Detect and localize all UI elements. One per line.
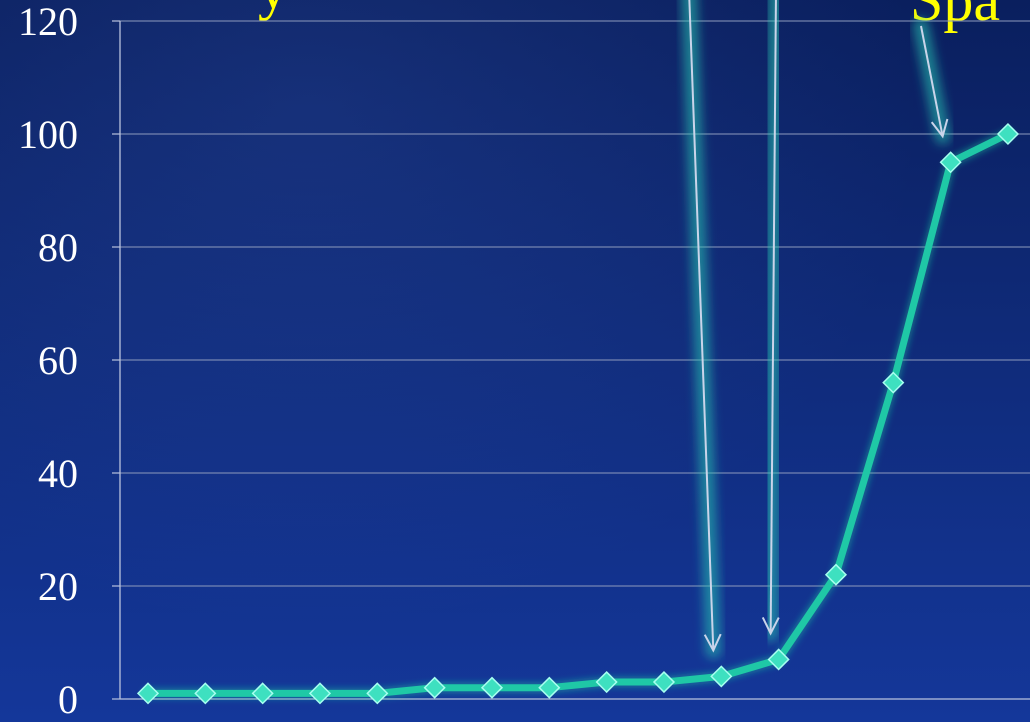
series-line <box>144 130 1012 697</box>
arrow-head <box>761 616 780 636</box>
y-tick-label: 60 <box>38 338 78 383</box>
grid-lines <box>120 20 1030 587</box>
y-tick-labels: 0 20 40 60 80 100 120 <box>18 0 78 722</box>
data-point-8 <box>538 676 561 699</box>
y-tick-label: 100 <box>18 112 78 157</box>
series-line-group <box>142 128 1014 700</box>
data-markers <box>136 122 1020 705</box>
data-point-16 <box>996 122 1020 146</box>
data-point-1 <box>136 682 160 705</box>
data-point-13 <box>824 563 848 586</box>
data-point-4 <box>308 682 332 705</box>
data-point-10 <box>652 670 676 694</box>
data-point-15 <box>939 151 962 174</box>
data-point-11 <box>710 665 733 688</box>
y-tick-label: 0 <box>58 677 78 722</box>
y-tick-label: 20 <box>38 564 78 609</box>
series-line-glow <box>142 128 1014 700</box>
data-point-5 <box>366 682 389 705</box>
title-fragment-left: y <box>258 0 288 21</box>
data-point-14 <box>882 371 905 394</box>
data-point-3 <box>251 682 274 705</box>
y-tick-label: 40 <box>38 451 78 496</box>
arrow-head <box>930 118 949 139</box>
data-point-12 <box>767 648 790 671</box>
arrow-head <box>703 633 722 653</box>
data-point-2 <box>194 682 217 705</box>
y-tick-label: 80 <box>38 225 78 270</box>
y-tick-label: 120 <box>18 0 78 44</box>
data-point-6 <box>423 676 446 699</box>
annotation-arrows <box>681 0 951 659</box>
annotation-arrow <box>688 0 715 651</box>
annotation-arrow <box>769 0 777 634</box>
annotation-arrow <box>920 25 944 137</box>
data-point-9 <box>595 670 618 694</box>
data-point-7 <box>480 676 504 699</box>
